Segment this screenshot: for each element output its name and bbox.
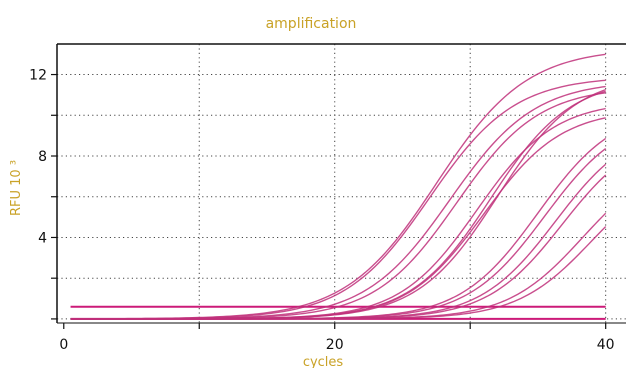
amplification-curve	[70, 174, 607, 320]
y-tick-label: 8	[38, 149, 47, 165]
y-tick-label: 4	[38, 230, 47, 246]
amplification-curve	[70, 90, 606, 320]
x-tick-label: 40	[597, 337, 615, 353]
x-tick-label: 20	[326, 337, 344, 353]
amplification-curve	[70, 85, 606, 320]
grid	[57, 44, 626, 323]
tick-labels: 0 20 40 4 8 12	[29, 68, 614, 353]
x-tick-label: 0	[59, 337, 68, 353]
amplification-curve	[70, 107, 606, 320]
amplification-curve	[70, 92, 606, 320]
y-axis-label: RFU 10 ³	[9, 160, 24, 216]
amplification-curve	[70, 226, 607, 320]
axes	[51, 43, 626, 329]
x-axis-label: cycles	[303, 355, 344, 368]
amplification-curve	[70, 53, 606, 320]
amplification-curve	[70, 117, 606, 320]
y-tick-label: 12	[29, 68, 47, 84]
chart-title: amplification	[266, 16, 357, 32]
amplification-curve	[70, 79, 606, 320]
curves	[70, 53, 607, 320]
